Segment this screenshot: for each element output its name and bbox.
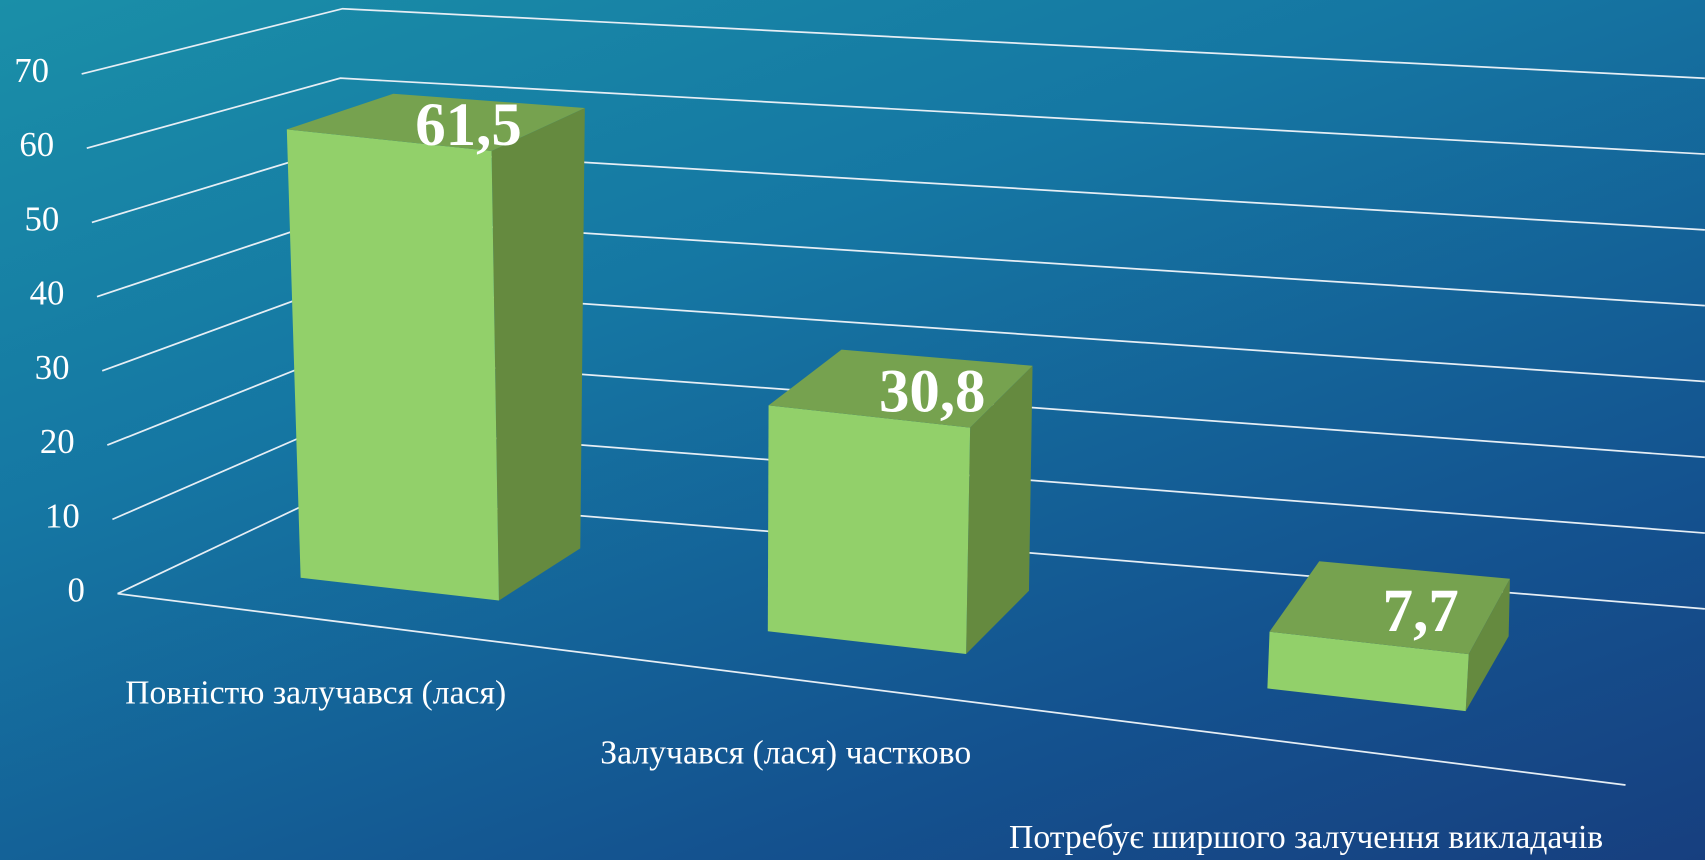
value-label: 30,8: [879, 359, 986, 426]
y-tick-label: 40: [30, 274, 65, 313]
y-tick-label: 30: [35, 348, 70, 387]
y-tick-label: 0: [68, 571, 85, 610]
x-tick-label: Залучався (лася) частково: [600, 734, 971, 771]
bar: [1267, 631, 1469, 712]
bar-top: [1269, 561, 1510, 655]
bar-side: [1465, 578, 1510, 712]
value-label: 61,5: [415, 92, 522, 159]
bar-side: [966, 365, 1033, 654]
bar-top: [286, 93, 585, 152]
y-tick-label: 70: [14, 51, 49, 90]
x-tick-label: Потребує ширшого залучення викладачів: [1009, 819, 1603, 856]
value-label: 7,7: [1383, 578, 1459, 645]
y-tick-label: 50: [25, 199, 60, 238]
bar-side: [491, 107, 585, 601]
bar: [286, 129, 499, 601]
y-tick-label: 20: [40, 422, 75, 461]
grid-line: [86, 77, 1705, 155]
y-tick-label: 10: [45, 496, 80, 535]
bar-top: [768, 349, 1033, 428]
grid-line: [81, 7, 1705, 80]
floor-edge: [117, 592, 1626, 786]
bar: [767, 405, 971, 654]
x-tick-label: Повністю залучався (лася): [125, 675, 506, 712]
y-tick-label: 60: [19, 125, 54, 164]
